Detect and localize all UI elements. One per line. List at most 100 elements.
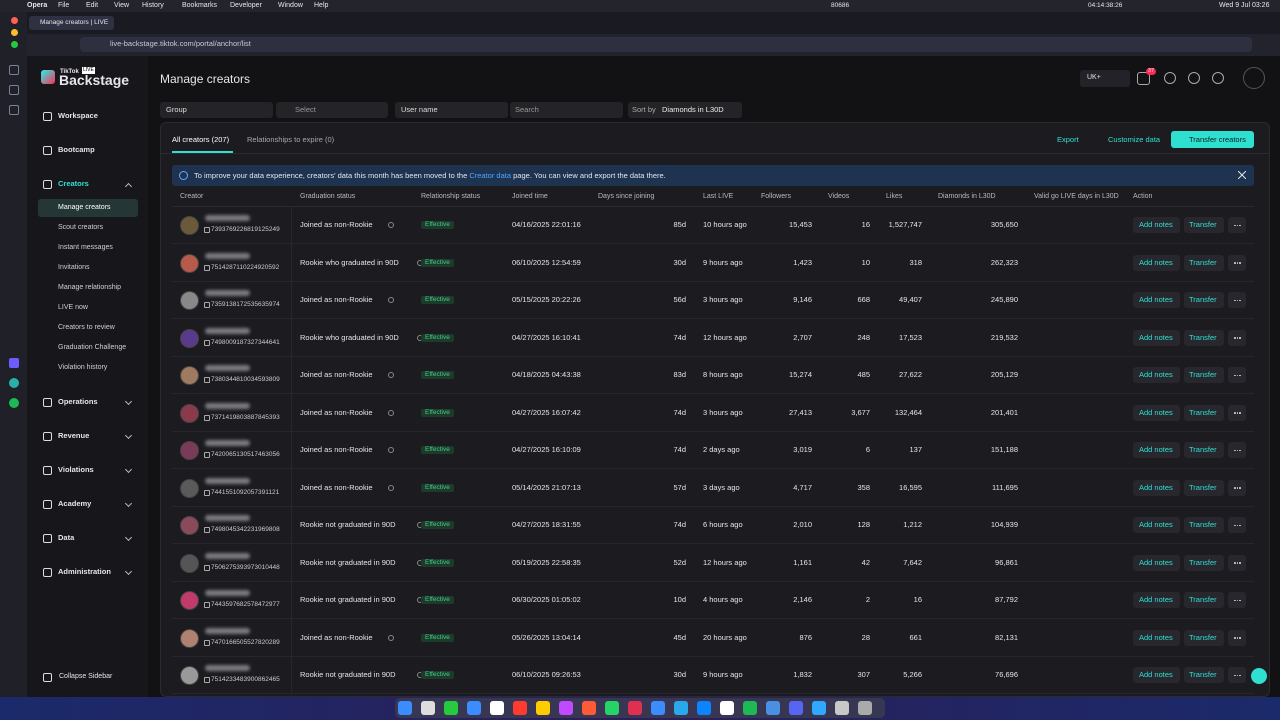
transfer[interactable]: Transfer [1189,370,1217,380]
icon-button[interactable] [1164,72,1176,84]
sidebar-icon[interactable] [9,85,19,95]
dock-icon[interactable] [697,701,711,715]
menu-item[interactable]: File [58,1,69,11]
add-notes[interactable]: Add notes [1139,370,1173,380]
transfer[interactable]: Transfer [1189,445,1217,455]
dock-icon[interactable] [720,701,734,715]
nav-subitem[interactable]: Instant messages [58,243,113,253]
nav-subitem[interactable]: Invitations [58,263,90,273]
window-control[interactable] [11,17,18,24]
sidebar-icon[interactable] [9,105,19,115]
transfer[interactable]: Transfer [1189,558,1217,568]
nav-subitem[interactable]: Graduation Challenge [58,343,126,353]
nav-subitem[interactable]: Manage relationship [58,283,121,293]
transfer[interactable]: Transfer [1189,633,1217,643]
menu-item[interactable]: Bookmarks [182,1,217,11]
dock-icon[interactable] [582,701,596,715]
add-notes[interactable]: Add notes [1139,520,1173,530]
tab[interactable]: Relationships to expire (0) [247,135,334,145]
add-notes[interactable]: Add notes [1139,558,1173,568]
dock-icon[interactable] [651,701,665,715]
transfer[interactable]: Transfer [1189,670,1217,680]
add-notes[interactable]: Add notes [1139,633,1173,643]
menu-item[interactable]: Edit [86,1,98,11]
transfer[interactable]: Transfer [1189,520,1217,530]
nav-subitem[interactable]: Creators to review [58,323,115,333]
filter-input[interactable] [276,102,388,118]
dock-icon[interactable] [628,701,642,715]
transfer[interactable]: Transfer [1189,408,1217,418]
dock-icon[interactable] [559,701,573,715]
dock-icon[interactable] [513,701,527,715]
add-notes[interactable]: Add notes [1139,483,1173,493]
cell-value: 27,413 [752,408,812,418]
nav-item[interactable]: Academy [58,499,91,509]
add-notes[interactable]: Add notes [1139,445,1173,455]
primary-button-label[interactable]: Transfer creators [1189,135,1246,145]
dock-icon[interactable] [743,701,757,715]
nav-item[interactable]: Violations [58,465,94,475]
dock-icon[interactable] [467,701,481,715]
link-button[interactable]: Customize data [1108,135,1160,145]
collapse-sidebar[interactable]: Collapse Sidebar [59,672,112,682]
nav-item[interactable]: Operations [58,397,98,407]
nav-item[interactable]: Creators [58,179,89,189]
address-bar[interactable] [80,37,1252,52]
nav-item[interactable]: Workspace [58,111,98,121]
region[interactable]: UK+ [1087,73,1101,83]
menu-item[interactable]: View [114,1,129,11]
transfer[interactable]: Transfer [1189,333,1217,343]
dock-icon[interactable] [812,701,826,715]
dock-icon[interactable] [835,701,849,715]
menu-item[interactable]: Help [314,1,328,11]
dock-icon[interactable] [444,701,458,715]
dock-icon[interactable] [490,701,504,715]
avatar-button[interactable] [1243,67,1265,89]
transfer[interactable]: Transfer [1189,595,1217,605]
menu-item[interactable]: History [142,1,164,11]
dock-icon[interactable] [421,701,435,715]
menu-item[interactable]: Developer [230,1,262,11]
dock-icon[interactable] [398,701,412,715]
add-notes[interactable]: Add notes [1139,258,1173,268]
nav-item[interactable]: Administration [58,567,111,577]
nav-item[interactable]: Revenue [58,431,89,441]
tab-active[interactable]: All creators (207) [172,135,229,145]
cell-divider [291,581,292,619]
nav-subitem[interactable]: LIVE now [58,303,88,313]
link-button[interactable]: Export [1057,135,1079,145]
window-control[interactable] [11,41,18,48]
add-notes[interactable]: Add notes [1139,408,1173,418]
add-notes[interactable]: Add notes [1139,220,1173,230]
nav-subitem[interactable]: Manage creators [58,203,111,213]
sidebar-icon[interactable] [9,358,19,368]
transfer[interactable]: Transfer [1189,295,1217,305]
nav-subitem[interactable]: Scout creators [58,223,103,233]
add-notes[interactable]: Add notes [1139,595,1173,605]
transfer[interactable]: Transfer [1189,483,1217,493]
sidebar-icon[interactable] [9,378,19,388]
close-icon[interactable] [1238,171,1246,179]
sidebar-icon[interactable] [9,398,19,408]
dock-icon[interactable] [766,701,780,715]
window-control[interactable] [11,29,18,36]
dock-icon[interactable] [536,701,550,715]
nav-subitem[interactable]: Violation history [58,363,107,373]
dock-icon[interactable] [605,701,619,715]
add-notes[interactable]: Add notes [1139,670,1173,680]
dock-icon[interactable] [789,701,803,715]
transfer[interactable]: Transfer [1189,258,1217,268]
nav-item[interactable]: Bootcamp [58,145,95,155]
nav-item[interactable]: Data [58,533,74,543]
banner-link[interactable]: Creator data [469,171,511,180]
help-fab[interactable] [1251,668,1267,684]
menu-item[interactable]: Window [278,1,303,11]
icon-button[interactable] [1212,72,1224,84]
sidebar-icon[interactable] [9,65,19,75]
icon-button[interactable] [1188,72,1200,84]
dock-icon[interactable] [674,701,688,715]
dock-icon[interactable] [858,701,872,715]
transfer[interactable]: Transfer [1189,220,1217,230]
add-notes[interactable]: Add notes [1139,295,1173,305]
add-notes[interactable]: Add notes [1139,333,1173,343]
